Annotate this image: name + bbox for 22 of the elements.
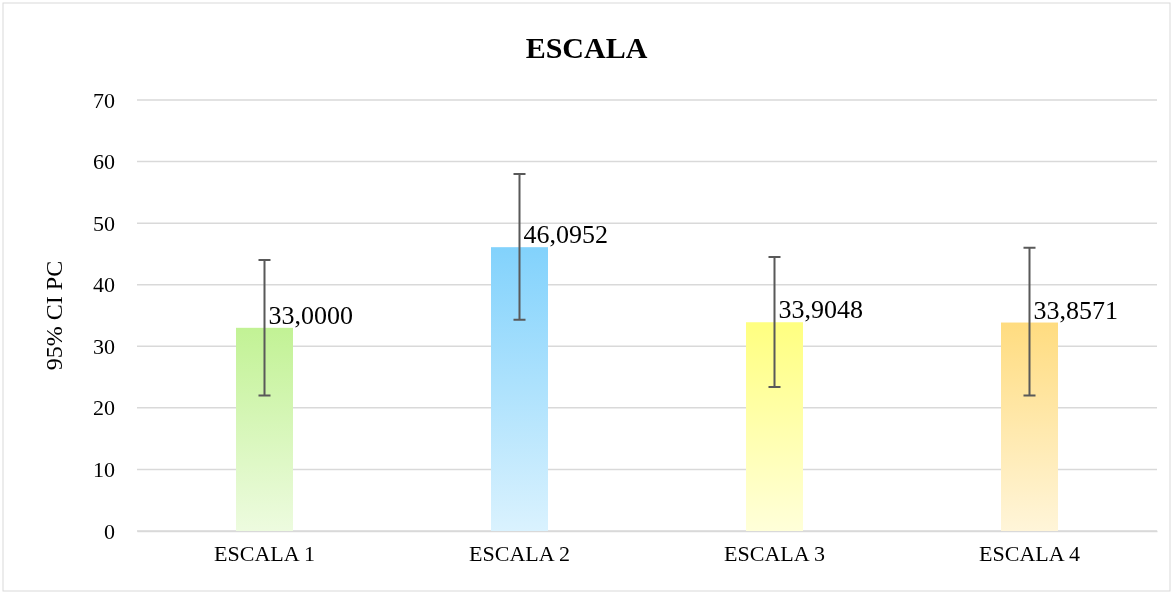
y-tick-label: 30	[93, 333, 115, 359]
y-tick-label: 0	[104, 518, 115, 544]
y-tick-label: 20	[93, 395, 115, 421]
data-label: 33,9048	[778, 295, 863, 325]
x-tick-label: ESCALA 2	[469, 540, 570, 566]
bar	[1001, 322, 1058, 531]
y-axis-title: 95% CI PC	[41, 260, 67, 371]
x-tick-label: ESCALA 3	[724, 540, 825, 566]
data-label: 33,0000	[268, 300, 353, 330]
bar	[746, 322, 803, 531]
bar	[491, 247, 548, 531]
bar	[236, 327, 293, 531]
y-tick-label: 60	[93, 149, 115, 175]
y-tick-label: 50	[93, 210, 115, 236]
x-tick-label: ESCALA 4	[979, 540, 1080, 566]
y-tick-label: 40	[93, 272, 115, 298]
y-tick-label: 10	[93, 456, 115, 482]
y-tick-label: 70	[93, 87, 115, 113]
data-label: 33,8571	[1033, 295, 1118, 325]
x-tick-label: ESCALA 1	[214, 540, 315, 566]
chart-title: ESCALA	[525, 31, 648, 64]
data-label: 46,0952	[523, 220, 608, 250]
